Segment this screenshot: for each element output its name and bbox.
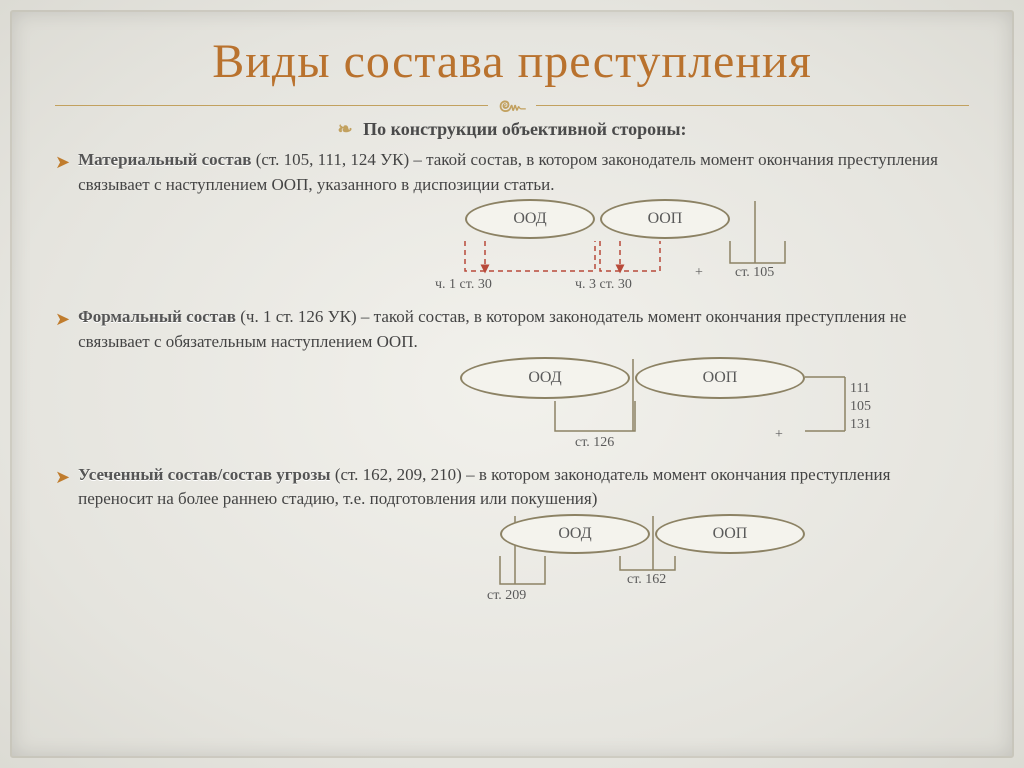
page-title: Виды состава преступления bbox=[0, 0, 1024, 89]
caption: ст. 105 bbox=[735, 265, 774, 281]
bullet-icon: ➤ bbox=[55, 306, 70, 332]
item-text: Усеченный состав/состав угрозы (ст. 162,… bbox=[78, 463, 969, 512]
item-term: Материальный состав bbox=[78, 150, 251, 169]
pill-ООП: ООП bbox=[600, 199, 730, 239]
item-text-row: ➤ Материальный состав (ст. 105, 111, 124 … bbox=[55, 148, 969, 197]
item-term: Формальный состав bbox=[78, 307, 236, 326]
pill-ООП: ООП bbox=[635, 357, 805, 399]
content-area: ➤ Материальный состав (ст. 105, 111, 124 … bbox=[0, 148, 1024, 604]
caption: ст. 162 bbox=[627, 572, 666, 588]
flourish-icon: ๛ bbox=[498, 97, 526, 113]
pill-ООД: ООД bbox=[500, 514, 650, 554]
pill-ООД: ООД bbox=[465, 199, 595, 239]
pill-ООП: ООП bbox=[655, 514, 805, 554]
item-text: Материальный состав (ст. 105, 111, 124 У… bbox=[78, 148, 969, 197]
item-text: Формальный состав (ч. 1 ст. 126 УК) – та… bbox=[78, 305, 969, 354]
subtitle: ❧ По конструкции объективной стороны: bbox=[0, 119, 1024, 140]
item-text-row: ➤ Формальный состав (ч. 1 ст. 126 УК) – т… bbox=[55, 305, 969, 354]
item-text-row: ➤ Усеченный состав/состав угрозы (ст. 162… bbox=[55, 463, 969, 512]
caption: 105 bbox=[850, 399, 871, 415]
diagram: ООДООП ст. 126 +111 105 131 bbox=[55, 357, 969, 457]
caption: ст. 126 bbox=[575, 435, 614, 451]
bullet-icon: ➤ bbox=[55, 149, 70, 175]
caption: ст. 209 bbox=[487, 588, 526, 604]
item-term: Усеченный состав/состав угрозы bbox=[78, 465, 330, 484]
list-item: ➤ Материальный состав (ст. 105, 111, 124 … bbox=[55, 148, 969, 299]
list-item: ➤ Усеченный состав/состав угрозы (ст. 162… bbox=[55, 463, 969, 604]
pill-ООД: ООД bbox=[460, 357, 630, 399]
diagram: ООДООП ст. 209 ст. 162 bbox=[55, 514, 969, 604]
caption: ч. 3 ст. 30 bbox=[575, 277, 632, 293]
caption: + bbox=[775, 427, 783, 443]
caption: + bbox=[695, 265, 703, 281]
caption: 111 bbox=[850, 381, 870, 397]
bullet-icon: ➤ bbox=[55, 464, 70, 490]
caption: ч. 1 ст. 30 bbox=[435, 277, 492, 293]
subtitle-arrow-icon: ❧ bbox=[337, 119, 352, 139]
subtitle-text: По конструкции объективной стороны: bbox=[363, 119, 686, 139]
list-item: ➤ Формальный состав (ч. 1 ст. 126 УК) – т… bbox=[55, 305, 969, 456]
caption: 131 bbox=[850, 417, 871, 433]
diagram: ООДООП ч. 1 ст. 30 ч. 3 ст. 30 + ст. 105 bbox=[55, 199, 969, 299]
slide: Виды состава преступления ๛ ❧ По констру… bbox=[0, 0, 1024, 768]
title-divider: ๛ bbox=[55, 97, 969, 113]
